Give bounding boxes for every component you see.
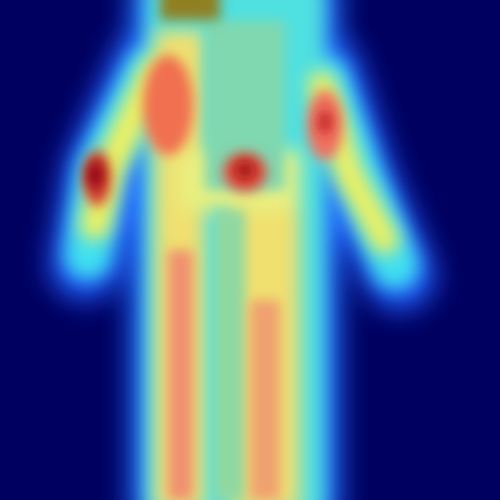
torso-core xyxy=(205,20,285,500)
hot-spots xyxy=(87,110,332,189)
head xyxy=(160,0,220,20)
